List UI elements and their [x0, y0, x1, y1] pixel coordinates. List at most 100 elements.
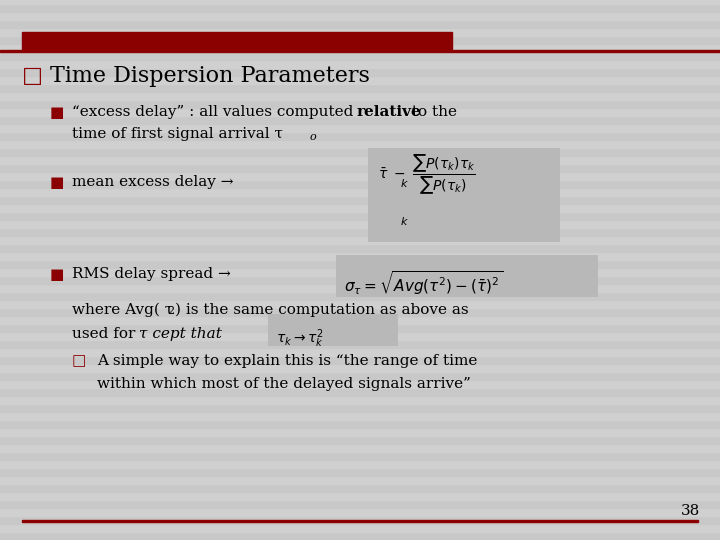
Bar: [0, 468, 720, 476]
Bar: [0, 148, 720, 156]
Text: ■: ■: [50, 175, 64, 190]
Bar: [0, 324, 720, 332]
Bar: [0, 228, 720, 236]
Bar: [0, 460, 720, 468]
Bar: [0, 308, 720, 316]
Bar: [0, 420, 720, 428]
Bar: [0, 92, 720, 100]
Bar: [0, 244, 720, 252]
Bar: [0, 76, 720, 84]
Text: 2: 2: [167, 306, 174, 316]
FancyBboxPatch shape: [336, 255, 598, 297]
Bar: [0, 204, 720, 212]
Text: time of first signal arrival τ: time of first signal arrival τ: [72, 127, 283, 141]
Text: mean excess delay →: mean excess delay →: [72, 175, 233, 189]
Bar: [0, 84, 720, 92]
Bar: [0, 316, 720, 324]
Bar: [0, 404, 720, 412]
Text: o: o: [310, 132, 317, 142]
Bar: [0, 436, 720, 444]
Bar: [0, 60, 720, 68]
Text: ) is the same computation as above as: ) is the same computation as above as: [175, 303, 469, 318]
Text: relative: relative: [357, 105, 422, 119]
Text: used for: used for: [72, 327, 135, 341]
Bar: [0, 212, 720, 220]
Bar: [0, 396, 720, 404]
Bar: [0, 276, 720, 284]
Bar: [0, 300, 720, 308]
Bar: [0, 476, 720, 484]
Bar: [0, 180, 720, 188]
Bar: [0, 4, 720, 12]
Bar: [0, 116, 720, 124]
Text: “excess delay” : all values computed: “excess delay” : all values computed: [72, 105, 359, 119]
Text: ■: ■: [50, 105, 64, 120]
Bar: [0, 516, 720, 524]
Bar: [0, 532, 720, 540]
Bar: [0, 236, 720, 244]
Text: A simple way to explain this is “the range of time: A simple way to explain this is “the ran…: [97, 354, 477, 368]
Text: □: □: [72, 354, 86, 368]
Bar: [0, 252, 720, 260]
Bar: [0, 284, 720, 292]
Bar: [0, 508, 720, 516]
Bar: [0, 492, 720, 500]
Bar: [0, 268, 720, 276]
Bar: [0, 292, 720, 300]
Text: RMS delay spread →: RMS delay spread →: [72, 267, 230, 281]
Bar: [0, 0, 720, 4]
Text: $\tau_k \rightarrow \tau_k^2$: $\tau_k \rightarrow \tau_k^2$: [276, 327, 324, 349]
Text: to the: to the: [407, 105, 457, 119]
Bar: [0, 524, 720, 532]
Text: ■: ■: [50, 267, 64, 282]
Bar: [0, 380, 720, 388]
Text: $\bar{\tau}\ -\ \dfrac{{\sum P(\tau_k)\tau_k}}{{\sum P(\tau_k)}}$: $\bar{\tau}\ -\ \dfrac{{\sum P(\tau_k)\t…: [378, 153, 476, 197]
Bar: [0, 164, 720, 172]
Bar: [0, 260, 720, 268]
Text: Time Dispersion Parameters: Time Dispersion Parameters: [50, 65, 370, 87]
FancyBboxPatch shape: [268, 314, 398, 346]
Bar: [0, 172, 720, 180]
FancyBboxPatch shape: [368, 148, 560, 242]
Bar: [0, 108, 720, 116]
Bar: [0, 124, 720, 132]
Bar: [0, 20, 720, 28]
Bar: [0, 500, 720, 508]
Bar: [0, 28, 720, 36]
Bar: [0, 100, 720, 108]
Bar: [0, 372, 720, 380]
Bar: [0, 156, 720, 164]
Bar: [0, 348, 720, 356]
Bar: [0, 388, 720, 396]
Bar: [0, 340, 720, 348]
Bar: [0, 444, 720, 452]
Text: where Avg( τ: where Avg( τ: [72, 303, 173, 318]
Bar: [0, 428, 720, 436]
Text: □: □: [22, 65, 43, 87]
Bar: [0, 36, 720, 44]
Text: within which most of the delayed signals arrive”: within which most of the delayed signals…: [97, 377, 471, 391]
Bar: [0, 44, 720, 52]
Text: 38: 38: [680, 504, 700, 518]
Bar: [0, 188, 720, 196]
Text: $k$: $k$: [400, 215, 409, 227]
Bar: [0, 452, 720, 460]
Text: τ cept that: τ cept that: [139, 327, 222, 341]
Bar: [0, 50, 720, 52]
Bar: [0, 12, 720, 20]
Bar: [0, 332, 720, 340]
Bar: [0, 484, 720, 492]
Bar: [0, 412, 720, 420]
Bar: [0, 132, 720, 140]
Bar: [0, 140, 720, 148]
Bar: [0, 68, 720, 76]
Bar: [22, 32, 452, 50]
Bar: [0, 196, 720, 204]
Text: $\sigma_\tau = \sqrt{Avg(\tau^2) - (\bar{\tau})^2}$: $\sigma_\tau = \sqrt{Avg(\tau^2) - (\bar…: [344, 270, 503, 298]
Bar: [0, 220, 720, 228]
Bar: [0, 364, 720, 372]
Bar: [0, 356, 720, 364]
Text: $k$: $k$: [400, 177, 409, 189]
Bar: [22, 520, 698, 522]
Bar: [0, 52, 720, 60]
